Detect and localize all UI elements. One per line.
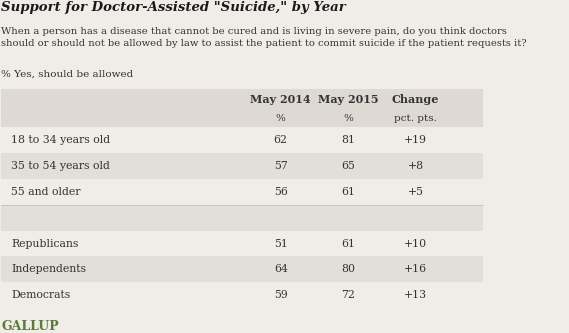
Text: When a person has a disease that cannot be cured and is living in severe pain, d: When a person has a disease that cannot …	[1, 27, 527, 48]
Text: 55 and older: 55 and older	[11, 187, 81, 197]
Text: 56: 56	[274, 187, 288, 197]
Text: Change: Change	[392, 94, 439, 105]
Bar	[1, 111, 483, 128]
Text: 81: 81	[341, 136, 355, 146]
Bar	[1, 89, 483, 111]
Bar	[1, 282, 483, 308]
Text: 59: 59	[274, 290, 287, 300]
Bar	[1, 231, 483, 256]
Text: 51: 51	[274, 238, 288, 249]
Bar	[1, 128, 483, 153]
Bar	[1, 205, 483, 231]
Text: +5: +5	[407, 187, 423, 197]
Bar	[1, 179, 483, 205]
Text: +10: +10	[404, 238, 427, 249]
Text: 61: 61	[341, 238, 355, 249]
Text: 62: 62	[274, 136, 288, 146]
Text: May 2015: May 2015	[318, 94, 378, 105]
Text: %: %	[276, 114, 286, 123]
Text: Support for Doctor-Assisted "Suicide," by Year: Support for Doctor-Assisted "Suicide," b…	[1, 1, 346, 14]
Text: 72: 72	[341, 290, 355, 300]
Text: Democrats: Democrats	[11, 290, 70, 300]
Text: % Yes, should be allowed: % Yes, should be allowed	[1, 70, 134, 79]
Bar	[1, 153, 483, 179]
Text: pct. pts.: pct. pts.	[394, 114, 437, 123]
Text: 57: 57	[274, 161, 287, 171]
Text: %: %	[343, 114, 353, 123]
Text: 18 to 34 years old: 18 to 34 years old	[11, 136, 110, 146]
Text: +8: +8	[407, 161, 423, 171]
Text: May 2014: May 2014	[250, 94, 311, 105]
Text: 35 to 54 years old: 35 to 54 years old	[11, 161, 110, 171]
Text: 61: 61	[341, 187, 355, 197]
Text: Independents: Independents	[11, 264, 86, 274]
Text: GALLUP: GALLUP	[1, 320, 59, 333]
Text: 64: 64	[274, 264, 288, 274]
Text: 65: 65	[341, 161, 355, 171]
Bar	[1, 256, 483, 282]
Text: +13: +13	[404, 290, 427, 300]
Text: Republicans: Republicans	[11, 238, 79, 249]
Text: +16: +16	[404, 264, 427, 274]
Text: 80: 80	[341, 264, 355, 274]
Text: +19: +19	[404, 136, 427, 146]
